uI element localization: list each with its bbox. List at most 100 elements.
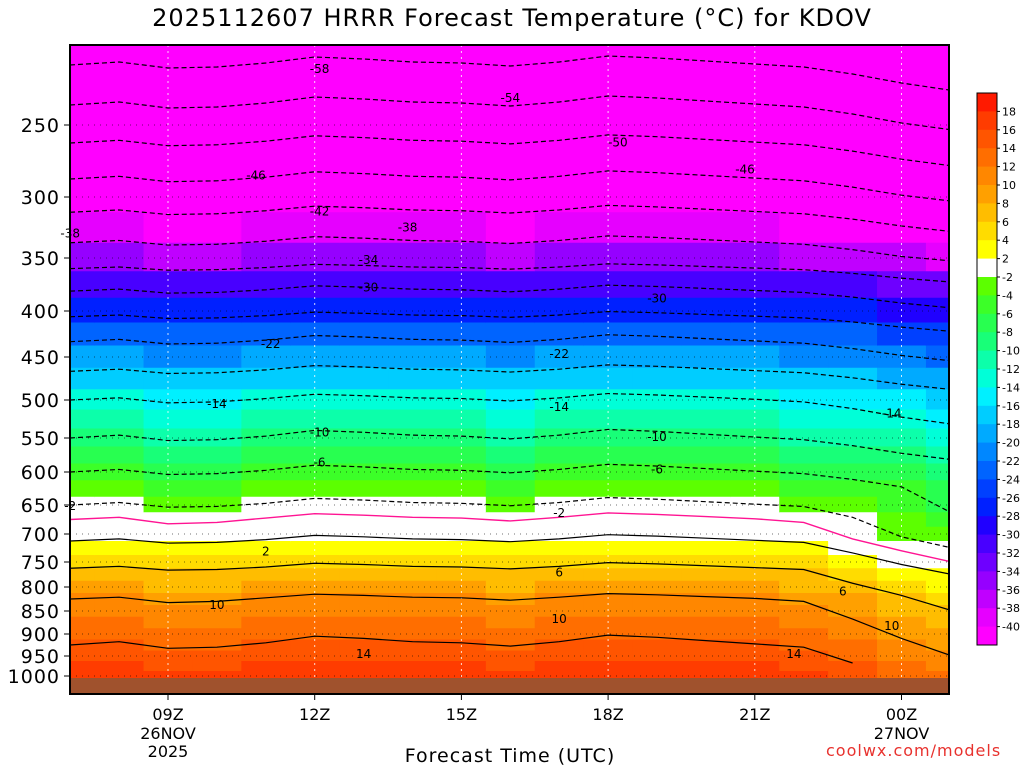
temperature-cell <box>925 105 949 144</box>
temperature-cell <box>436 661 487 672</box>
temperature-cell <box>828 512 878 528</box>
temperature-cell <box>632 242 683 272</box>
temperature-cell <box>241 555 291 569</box>
temperature-cell <box>877 271 927 299</box>
colorbar-label: -16 <box>1002 400 1020 413</box>
temperature-cell <box>436 271 487 299</box>
temperature-cell <box>730 428 780 448</box>
temperature-cell <box>632 480 683 498</box>
temperature-cell <box>583 45 634 66</box>
colorbar-swatch <box>977 258 997 278</box>
temperature-cell <box>583 428 634 448</box>
temperature-cell <box>94 480 145 498</box>
temperature-cell <box>339 45 389 66</box>
temperature-cell <box>70 568 96 582</box>
temperature-cell <box>925 242 949 272</box>
colorbar-label: -4 <box>1002 289 1013 302</box>
temperature-cell <box>70 593 96 606</box>
temperature-cell <box>339 367 389 390</box>
temperature-cell <box>877 409 927 430</box>
temperature-cell <box>485 345 536 369</box>
temperature-cell <box>485 409 536 430</box>
temperature-cell <box>779 605 829 618</box>
temperature-cell <box>583 65 634 106</box>
temperature-cell <box>730 496 780 513</box>
temperature-cell <box>70 661 96 672</box>
temperature-cell <box>241 45 291 66</box>
temperature-cell <box>779 297 829 324</box>
temperature-cell <box>779 541 829 556</box>
temperature-cell <box>828 650 878 662</box>
temperature-cell <box>877 526 927 542</box>
y-tick-label: 650 <box>21 495 60 517</box>
temperature-cell <box>583 661 634 672</box>
temperature-cell <box>925 463 949 481</box>
temperature-cell <box>583 496 634 513</box>
contour-label: -46 <box>246 168 266 182</box>
temperature-cell <box>94 463 145 481</box>
temperature-cell <box>339 345 389 369</box>
ground-band <box>70 678 949 694</box>
temperature-cell <box>925 322 949 347</box>
temperature-cell <box>388 639 438 652</box>
temperature-cell <box>388 322 438 347</box>
temperature-cell <box>143 143 194 180</box>
contour-label: -54 <box>500 91 520 105</box>
temperature-cell <box>241 212 291 244</box>
temperature-cell <box>828 143 878 180</box>
temperature-cell <box>681 639 731 652</box>
temperature-cell <box>632 628 683 641</box>
temperature-cell <box>534 639 585 652</box>
temperature-cell <box>925 428 949 448</box>
colorbar-label: -32 <box>1002 547 1020 560</box>
contour-line <box>70 364 949 390</box>
temperature-cell <box>632 367 683 390</box>
temperature-cell <box>192 512 242 528</box>
colorbar-label: -28 <box>1002 510 1020 523</box>
temperature-cell <box>339 446 389 465</box>
contour-label: -30 <box>359 281 379 295</box>
temperature-cell <box>925 367 949 390</box>
contour-lines <box>70 55 949 664</box>
temperature-cell <box>388 446 438 465</box>
temperature-cell <box>681 568 731 582</box>
colorbar-label: -10 <box>1002 345 1020 358</box>
temperature-cell <box>925 616 949 629</box>
temperature-cell <box>632 322 683 347</box>
temperature-cell <box>877 580 927 594</box>
temperature-cell <box>877 496 927 513</box>
temperature-cell <box>388 143 438 180</box>
temperature-cell <box>828 297 878 324</box>
temperature-cell <box>877 446 927 465</box>
temperature-cell <box>290 367 340 390</box>
temperature-cell <box>436 45 487 66</box>
temperature-cell <box>94 555 145 569</box>
temperature-cell <box>388 593 438 606</box>
temperature-cell <box>290 446 340 465</box>
temperature-cell <box>241 661 291 672</box>
contour-label: 10 <box>209 598 224 612</box>
temperature-cell <box>534 367 585 390</box>
contour-line <box>70 592 949 656</box>
colorbar-swatch <box>977 369 997 388</box>
temperature-cell <box>339 105 389 144</box>
temperature-cell <box>779 446 829 465</box>
temperature-cell <box>290 345 340 369</box>
temperature-cell <box>925 580 949 594</box>
temperature-cell <box>828 661 878 672</box>
credit-link[interactable]: coolwx.com/models <box>826 741 1002 760</box>
temperature-cell <box>828 605 878 618</box>
temperature-cell <box>436 345 487 369</box>
contour-line <box>70 170 949 202</box>
temperature-cell <box>779 512 829 528</box>
temperature-cell <box>925 541 949 556</box>
temperature-cell <box>241 580 291 594</box>
contour-line <box>70 263 949 283</box>
temperature-cell <box>436 496 487 513</box>
temperature-cell <box>779 593 829 606</box>
temperature-cell <box>534 65 585 106</box>
temperature-cell <box>583 580 634 594</box>
temperature-cell <box>828 496 878 513</box>
temperature-cell <box>779 568 829 582</box>
